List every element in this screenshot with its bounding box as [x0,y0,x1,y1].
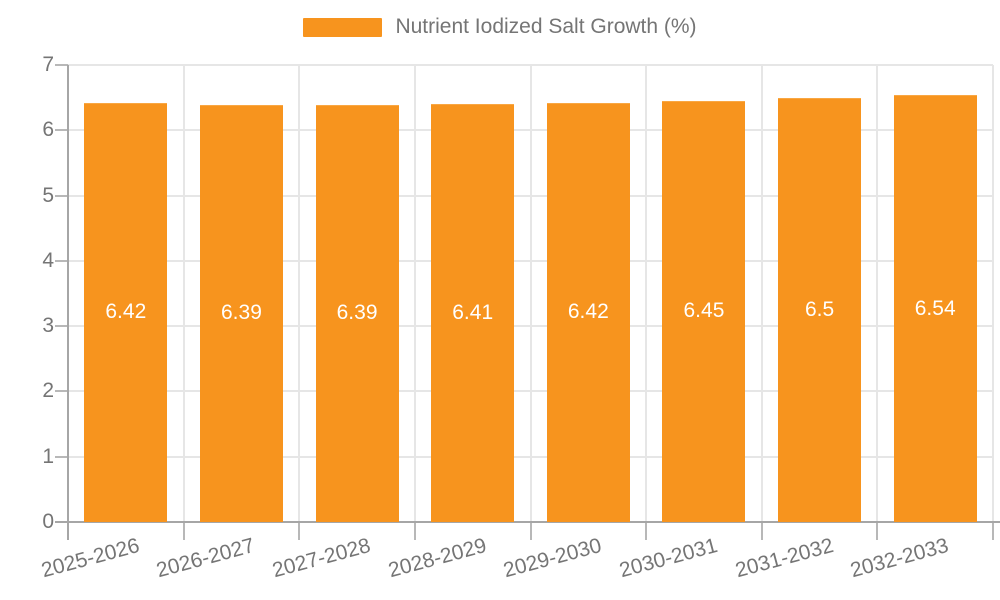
x-axis-tick [413,522,416,540]
gridline-horizontal [68,129,993,132]
y-axis-label: 3 [42,314,54,338]
bar-value-label: 6.5 [804,297,835,321]
bar-value-label: 6.45 [683,299,725,323]
y-axis-tick [55,64,68,66]
bar-value-label: 6.39 [336,301,378,325]
bar[interactable] [431,103,515,522]
bar[interactable] [546,102,630,522]
y-axis-label: 7 [42,53,54,76]
y-axis-line [67,65,69,540]
bar[interactable] [315,104,399,522]
legend-swatch-icon [303,17,383,37]
bar[interactable] [84,102,168,522]
y-axis-label: 4 [42,248,54,272]
x-axis-tick [182,522,185,540]
y-axis-label: 6 [42,118,54,142]
gridline-vertical [645,65,648,522]
x-axis-tick [876,522,879,540]
y-axis-tick [55,259,68,262]
gridline-vertical [876,65,879,522]
gridline-horizontal [68,455,993,458]
bar-value-label: 6.41 [452,300,494,324]
gridline-horizontal [68,64,993,66]
bar[interactable] [662,100,746,522]
y-axis-tick [55,194,68,197]
bar-value-label: 6.42 [567,300,609,324]
x-axis-tick [298,522,301,540]
gridline-vertical [413,65,416,522]
bar[interactable] [778,97,862,522]
gridline-vertical [760,65,763,522]
bar[interactable] [893,95,977,522]
chart-legend-item[interactable]: Nutrient Iodized Salt Growth (%) [0,14,1000,40]
bar-value-label: 6.42 [105,300,147,324]
gridline-horizontal [68,194,993,197]
y-axis-tick [55,455,68,458]
y-axis-label: 2 [42,379,54,403]
gridline-vertical [298,65,301,522]
y-axis-tick [55,390,68,393]
y-axis-tick [55,325,68,328]
x-axis-tick [529,522,532,540]
bar-value-label: 6.39 [221,301,262,325]
bar[interactable] [199,104,283,522]
x-axis-line [55,521,1000,523]
bar-value-label: 6.54 [914,296,956,320]
gridline-vertical [529,65,532,522]
x-axis-tick [992,522,994,540]
gridline-horizontal [68,325,993,328]
gridline-horizontal [68,390,993,393]
x-axis-tick [645,522,648,540]
y-axis-label: 1 [42,444,54,468]
legend-label: Nutrient Iodized Salt Growth (%) [395,15,697,38]
gridline-vertical [182,65,185,522]
x-axis-tick [760,522,763,540]
y-axis-label: 0 [42,510,54,533]
gridline-vertical [992,65,994,522]
y-axis-tick [55,129,68,132]
gridline-horizontal [68,259,993,262]
y-axis-label: 5 [42,183,54,207]
